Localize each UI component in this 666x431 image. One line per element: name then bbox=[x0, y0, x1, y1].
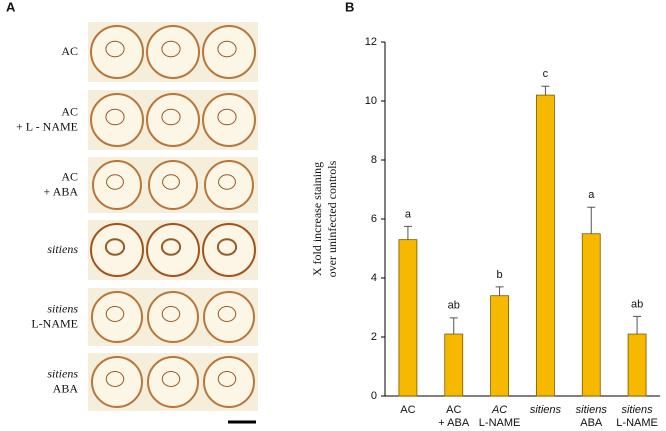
row-label: AC bbox=[61, 104, 78, 118]
y-tick-label: 0 bbox=[371, 390, 377, 402]
row-label: AC bbox=[61, 169, 78, 183]
cell-stain bbox=[105, 371, 125, 387]
cell-stain bbox=[161, 371, 181, 387]
y-axis-label: X fold increase staining bbox=[310, 162, 324, 276]
bar bbox=[627, 333, 647, 397]
bar bbox=[536, 94, 555, 397]
cell-stain bbox=[217, 371, 237, 387]
cell bbox=[91, 291, 143, 343]
cell bbox=[146, 223, 200, 277]
cell bbox=[147, 356, 199, 408]
significance-letter: b bbox=[497, 269, 503, 281]
cell-stain bbox=[217, 108, 237, 126]
x-tick-label: AC bbox=[400, 404, 415, 416]
y-axis-label: over uninfected controls bbox=[325, 160, 339, 277]
cell bbox=[204, 160, 254, 210]
panel-label: A bbox=[6, 0, 16, 14]
x-tick-label: sitiens bbox=[530, 404, 562, 416]
cell bbox=[90, 223, 144, 277]
bar bbox=[490, 295, 509, 397]
x-tick-label: AC bbox=[491, 404, 507, 416]
y-tick-label: 12 bbox=[365, 36, 377, 48]
row-label: ABA bbox=[53, 381, 79, 395]
cell-stain bbox=[104, 238, 126, 256]
cell-stain bbox=[218, 174, 236, 190]
x-tick-label: L-NAME bbox=[479, 417, 521, 429]
bar bbox=[398, 239, 418, 397]
cell bbox=[203, 356, 255, 408]
cell bbox=[90, 93, 144, 147]
cell bbox=[146, 93, 200, 147]
y-tick-label: 10 bbox=[365, 95, 377, 107]
cell bbox=[148, 160, 198, 210]
cell bbox=[91, 356, 143, 408]
error-bar bbox=[541, 85, 550, 96]
row-label: + L - NAME bbox=[16, 119, 78, 133]
cell bbox=[202, 223, 256, 277]
error-bar bbox=[587, 206, 596, 234]
cell bbox=[146, 25, 200, 79]
cell-stain bbox=[216, 238, 238, 256]
row-label: sitiens bbox=[47, 242, 78, 256]
significance-letter: ab bbox=[631, 298, 643, 310]
x-tick-label: sitiens bbox=[621, 404, 653, 416]
significance-letter: ab bbox=[448, 300, 460, 312]
row-label: sitiens bbox=[47, 301, 78, 315]
cell-stain bbox=[162, 174, 180, 190]
row-label: L-NAME bbox=[31, 316, 78, 330]
x-tick-label: ABA bbox=[580, 417, 603, 429]
y-tick-label: 2 bbox=[371, 331, 377, 343]
cell bbox=[202, 25, 256, 79]
cell bbox=[202, 93, 256, 147]
significance-letter: c bbox=[543, 68, 549, 80]
cell-stain bbox=[161, 40, 181, 58]
error-bar bbox=[403, 225, 412, 240]
cell-stain bbox=[106, 174, 124, 190]
y-tick-label: 4 bbox=[371, 272, 377, 284]
cell bbox=[203, 291, 255, 343]
row-label: sitiens bbox=[47, 366, 78, 380]
x-tick-label: + ABA bbox=[438, 417, 470, 429]
bar bbox=[581, 233, 601, 397]
error-bar bbox=[633, 315, 642, 335]
cell-stain bbox=[217, 40, 237, 58]
significance-letter: a bbox=[588, 189, 595, 201]
y-tick-label: 8 bbox=[371, 154, 377, 166]
cell-stain bbox=[105, 108, 125, 126]
cell bbox=[92, 160, 142, 210]
cell bbox=[147, 291, 199, 343]
cell-stain bbox=[105, 306, 125, 322]
x-tick-label: L-NAME bbox=[616, 417, 658, 429]
bar bbox=[444, 333, 464, 397]
error-bar bbox=[449, 317, 458, 335]
cell-stain bbox=[105, 40, 125, 58]
cell-stain bbox=[217, 306, 237, 322]
cell bbox=[90, 25, 144, 79]
panel-label: B bbox=[345, 0, 354, 14]
cell-stain bbox=[161, 306, 181, 322]
row-label: + ABA bbox=[44, 184, 79, 198]
error-bar bbox=[495, 286, 504, 296]
x-tick-label: AC bbox=[446, 404, 461, 416]
cell-stain bbox=[161, 108, 181, 126]
cell-stain bbox=[160, 238, 182, 256]
row-label: AC bbox=[61, 44, 78, 58]
significance-letter: a bbox=[405, 208, 412, 220]
x-tick-label: sitiens bbox=[576, 404, 608, 416]
y-tick-label: 6 bbox=[371, 213, 377, 225]
